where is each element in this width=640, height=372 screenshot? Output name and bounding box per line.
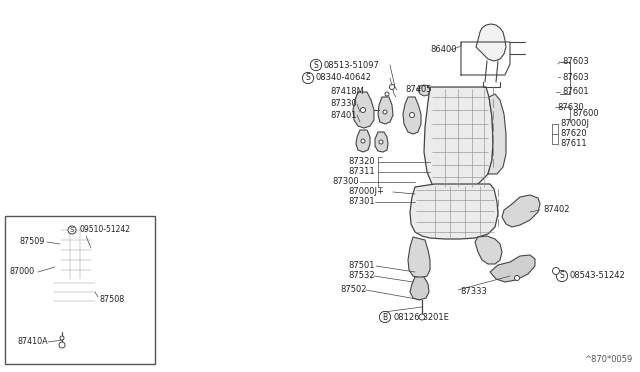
Polygon shape: [375, 132, 388, 152]
FancyBboxPatch shape: [5, 216, 155, 364]
Text: 08340-40642: 08340-40642: [316, 74, 372, 83]
Polygon shape: [410, 184, 498, 239]
Circle shape: [390, 84, 394, 90]
Circle shape: [410, 112, 415, 118]
Circle shape: [360, 108, 365, 112]
Text: 87601: 87601: [562, 87, 589, 96]
Text: 08543-51242: 08543-51242: [570, 272, 626, 280]
Text: 87600: 87600: [572, 109, 598, 119]
Circle shape: [60, 336, 64, 340]
Polygon shape: [49, 309, 70, 332]
Circle shape: [379, 140, 383, 144]
Text: 87532: 87532: [348, 272, 374, 280]
Circle shape: [515, 276, 520, 280]
Circle shape: [361, 139, 365, 143]
Polygon shape: [424, 87, 493, 192]
Text: 87603: 87603: [562, 58, 589, 67]
Polygon shape: [408, 237, 430, 278]
Text: ^870*0059: ^870*0059: [584, 355, 632, 364]
Text: 87000J+: 87000J+: [348, 187, 384, 196]
Polygon shape: [490, 255, 535, 282]
Text: 87330: 87330: [330, 99, 356, 109]
Text: 87311: 87311: [348, 167, 374, 176]
Text: S: S: [70, 227, 74, 233]
Polygon shape: [502, 195, 540, 227]
Text: 87301: 87301: [348, 198, 374, 206]
Text: 87630: 87630: [557, 103, 584, 112]
Text: 08126-8201E: 08126-8201E: [393, 312, 449, 321]
Polygon shape: [80, 311, 100, 332]
Polygon shape: [50, 276, 97, 310]
Text: 87418M: 87418M: [330, 87, 364, 96]
Text: 87320: 87320: [348, 157, 374, 167]
Polygon shape: [488, 94, 506, 174]
Text: 87333: 87333: [460, 288, 487, 296]
Polygon shape: [356, 130, 370, 152]
Circle shape: [385, 92, 389, 96]
Text: 87620: 87620: [560, 129, 587, 138]
Text: 87405: 87405: [405, 84, 431, 93]
Text: 86400: 86400: [430, 45, 456, 55]
Text: 87509: 87509: [20, 237, 45, 247]
Polygon shape: [403, 97, 421, 134]
Text: 08513-51097: 08513-51097: [324, 61, 380, 70]
Text: 87000: 87000: [10, 267, 35, 276]
Text: S: S: [314, 61, 318, 70]
Text: 87410A: 87410A: [18, 337, 49, 346]
Text: S: S: [559, 272, 564, 280]
Text: B: B: [383, 312, 388, 321]
Text: 87401: 87401: [330, 110, 356, 119]
Polygon shape: [410, 277, 429, 300]
Text: 87300: 87300: [332, 177, 358, 186]
Circle shape: [383, 110, 387, 114]
Text: S: S: [306, 74, 310, 83]
Text: 09510-51242: 09510-51242: [80, 225, 131, 234]
Circle shape: [59, 342, 65, 348]
Polygon shape: [418, 85, 430, 96]
Text: 87402: 87402: [543, 205, 570, 215]
Text: 87611: 87611: [560, 140, 587, 148]
Polygon shape: [378, 97, 393, 124]
Text: 87000J: 87000J: [560, 119, 589, 128]
Text: 87501: 87501: [348, 262, 374, 270]
Circle shape: [552, 267, 559, 275]
Circle shape: [419, 314, 425, 320]
Polygon shape: [475, 236, 502, 264]
Polygon shape: [353, 92, 374, 128]
Polygon shape: [476, 24, 506, 61]
Text: 87508: 87508: [100, 295, 125, 305]
Text: 87502: 87502: [340, 285, 367, 295]
Polygon shape: [56, 224, 94, 281]
Text: 87603: 87603: [562, 73, 589, 81]
